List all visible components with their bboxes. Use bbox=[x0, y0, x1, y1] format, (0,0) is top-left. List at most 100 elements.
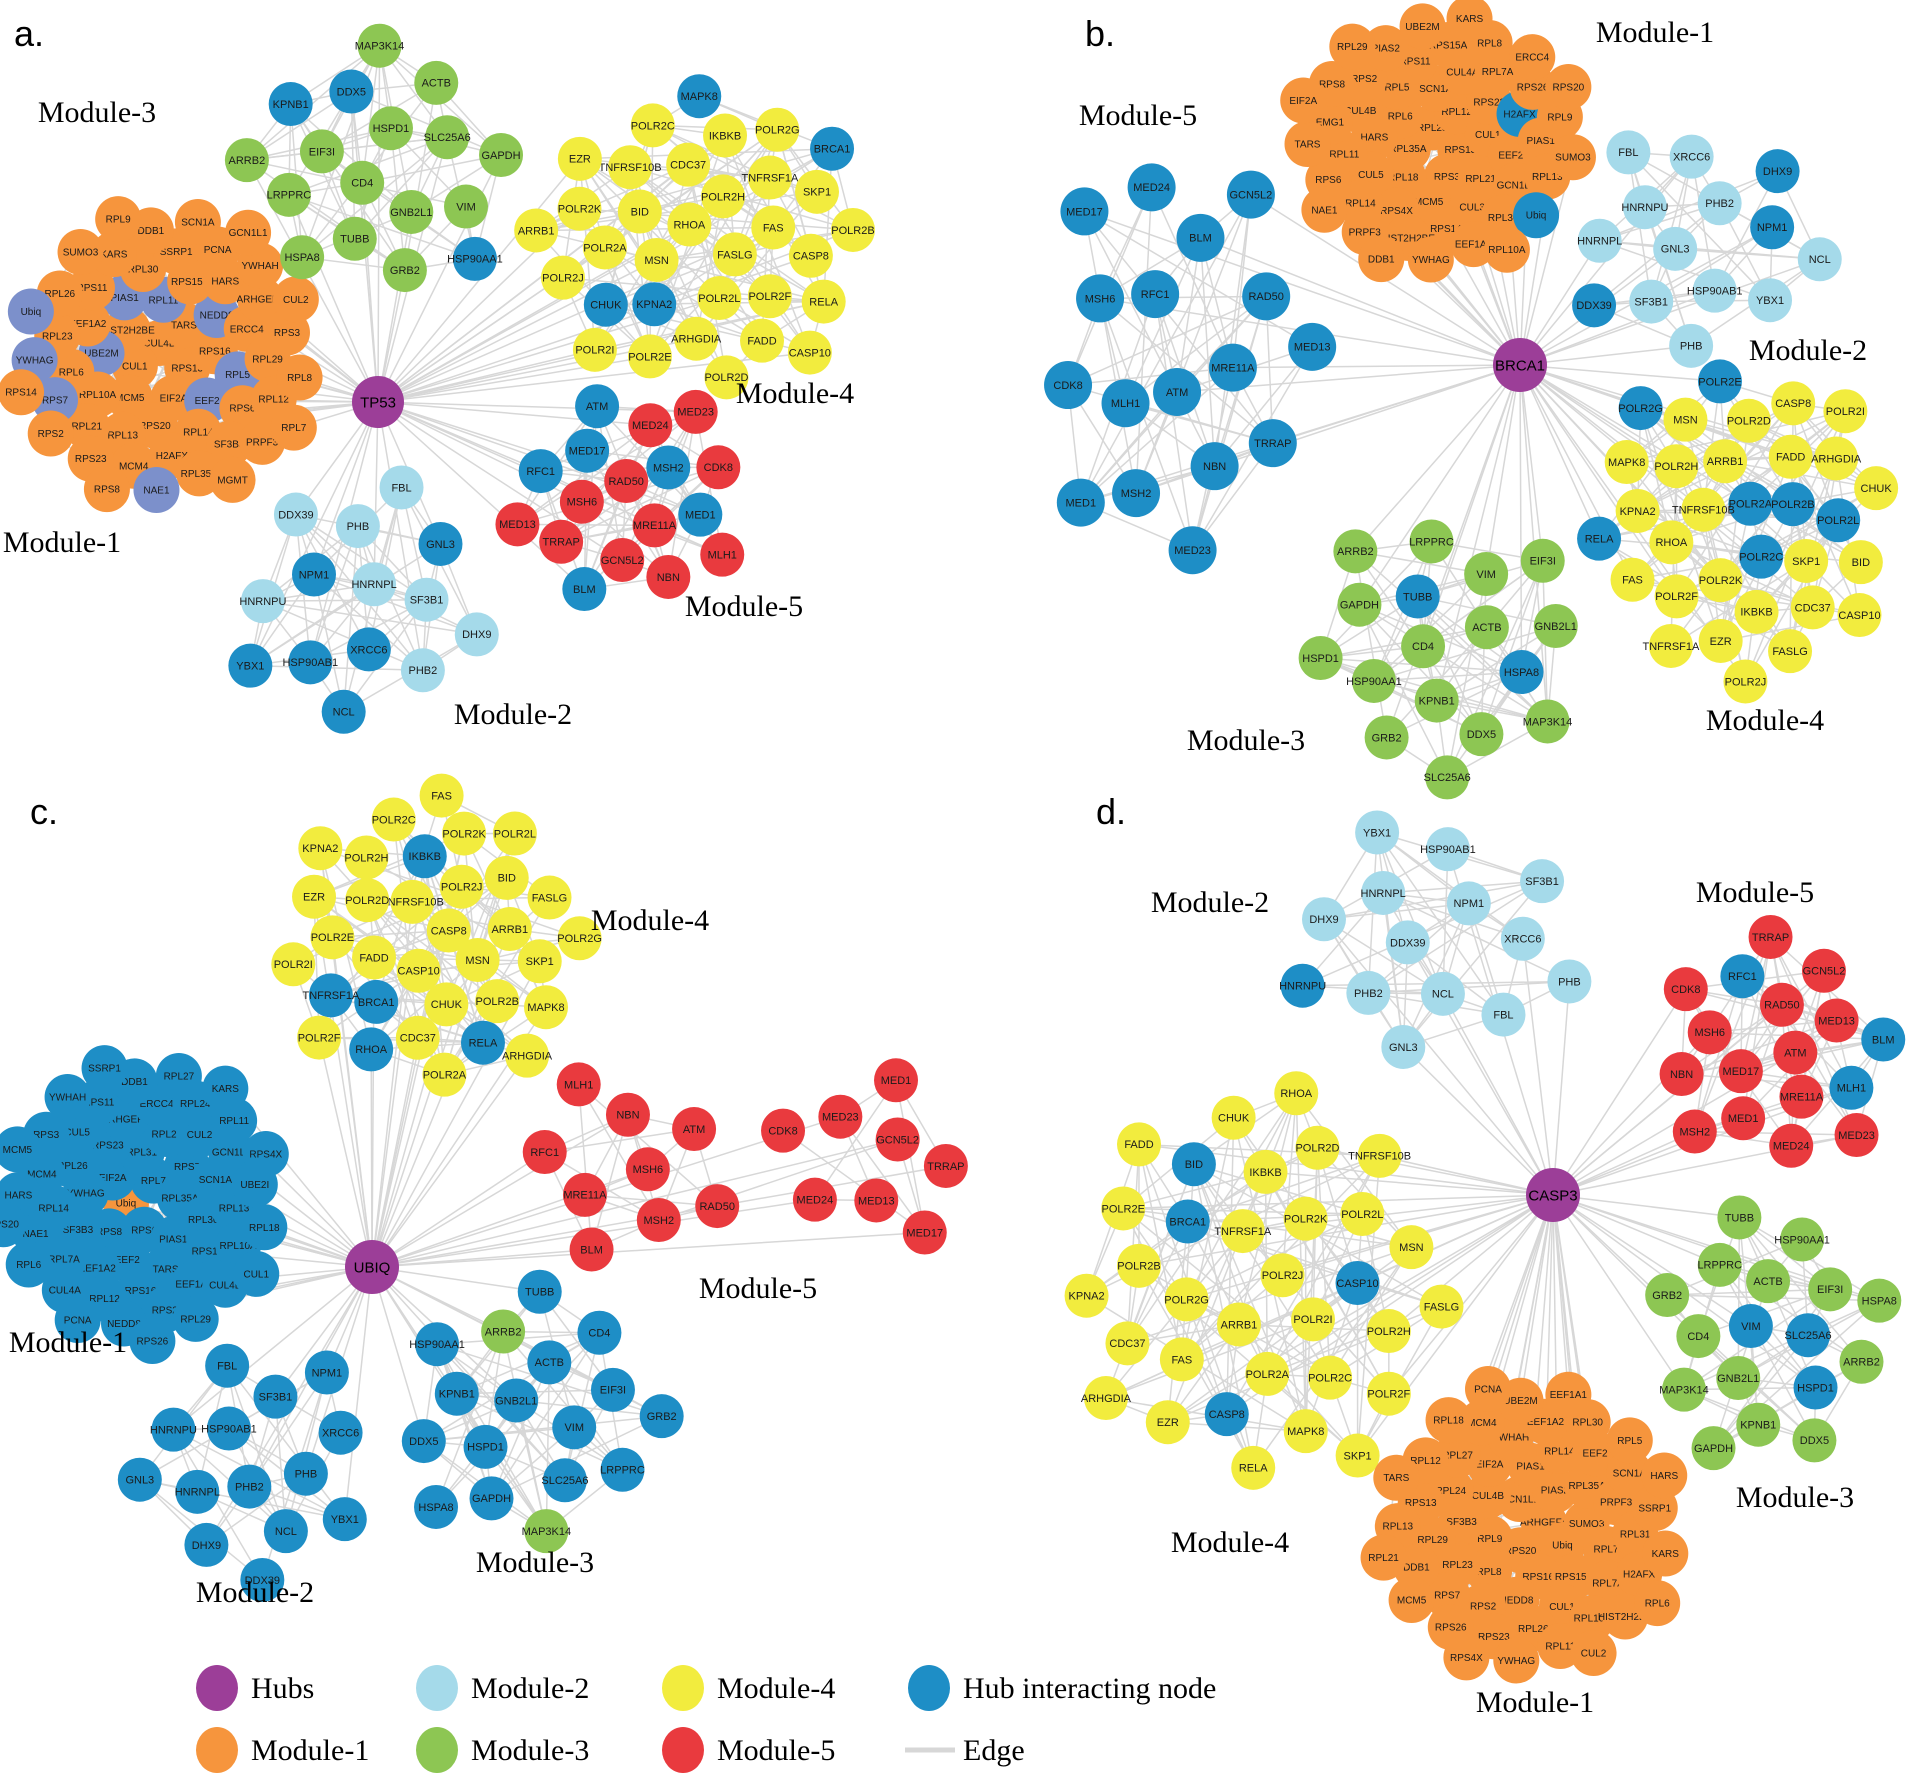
node-rpl10a bbox=[1569, 1595, 1616, 1642]
panel-letter-b: b. bbox=[1085, 13, 1115, 54]
node-cd4 bbox=[577, 1310, 622, 1355]
node-sf3b1 bbox=[253, 1374, 298, 1419]
legend-swatch-module-5 bbox=[662, 1727, 704, 1773]
node-rhoa bbox=[1274, 1071, 1319, 1116]
node-med13 bbox=[1814, 998, 1859, 1043]
node-mlh1 bbox=[556, 1062, 601, 1107]
node-gcn5l2 bbox=[1226, 170, 1275, 219]
node-phb bbox=[1669, 323, 1714, 368]
node-ybx1 bbox=[1748, 278, 1793, 323]
node-polr2d bbox=[1726, 398, 1771, 443]
node-mapk8 bbox=[1283, 1409, 1328, 1454]
node-actb bbox=[1464, 605, 1509, 650]
node-hnrnpl bbox=[352, 562, 397, 607]
node-nbn bbox=[605, 1092, 650, 1137]
node-tubb bbox=[332, 216, 377, 261]
node-brca1 bbox=[810, 126, 855, 171]
node-ube2m bbox=[1399, 3, 1446, 50]
node-arrb1 bbox=[514, 208, 559, 253]
node-ikbkb bbox=[402, 834, 447, 879]
node-slc25a6 bbox=[425, 115, 470, 160]
panel-a: CUL4BRPS13CUL1TARSEIF2AHIST2H2BERPS16MCM… bbox=[0, 13, 875, 734]
node-tnfrsf1a bbox=[747, 155, 792, 200]
node-actb bbox=[1746, 1259, 1791, 1304]
node-ncl bbox=[1797, 237, 1842, 282]
node-polr2j bbox=[1723, 659, 1768, 704]
node-fadd bbox=[352, 935, 397, 980]
node-eif3i bbox=[299, 129, 344, 174]
module-label-b-module-1: Module-1 bbox=[1596, 16, 1714, 49]
node-med13 bbox=[854, 1178, 899, 1223]
node-grb2 bbox=[639, 1394, 684, 1439]
node-arrb2 bbox=[1839, 1339, 1884, 1384]
node-lrpprc bbox=[1409, 519, 1454, 564]
node-rfc1 bbox=[522, 1130, 567, 1175]
node-med1 bbox=[678, 492, 723, 537]
node-polr2b bbox=[830, 207, 875, 252]
panel-letter-c: c. bbox=[30, 791, 58, 832]
node-hnrnpu bbox=[1280, 963, 1325, 1008]
node-tnfrsf1a bbox=[1220, 1209, 1265, 1254]
node-rela bbox=[801, 279, 846, 324]
legend-label: Module-1 bbox=[251, 1734, 369, 1767]
node-phb2 bbox=[1697, 181, 1742, 226]
node-lrpprc bbox=[600, 1447, 645, 1492]
node-ezr bbox=[557, 136, 602, 181]
node-gnb2l1 bbox=[1533, 604, 1578, 649]
node-casp8 bbox=[788, 233, 833, 278]
node-mre11a bbox=[632, 503, 677, 548]
node-vim bbox=[552, 1405, 597, 1450]
node-slc25a6 bbox=[1786, 1313, 1831, 1358]
node-polr2j bbox=[540, 255, 585, 300]
node-polr2c bbox=[630, 103, 675, 148]
node-eif3i bbox=[590, 1367, 635, 1412]
node-med23 bbox=[818, 1094, 863, 1139]
legend-label: Edge bbox=[963, 1734, 1025, 1767]
node-gnl3 bbox=[117, 1457, 162, 1502]
node-chuk bbox=[583, 282, 628, 327]
node-fadd bbox=[1116, 1122, 1161, 1167]
hub-label: TP53 bbox=[360, 394, 396, 411]
panel-d: DDX39NPM1NCLHNRNPLXRCC6PHB2HSP90AB1FBLDH… bbox=[1064, 791, 1906, 1719]
node-trrap bbox=[539, 519, 584, 564]
legend-swatch-hub-interacting-node bbox=[908, 1665, 950, 1711]
node-gapdh bbox=[479, 132, 524, 177]
node-faslg bbox=[712, 232, 757, 277]
node-rad50 bbox=[695, 1184, 740, 1229]
node-eif2a bbox=[1280, 77, 1327, 124]
node-npm1 bbox=[1446, 881, 1491, 926]
node-rad50 bbox=[1242, 272, 1291, 321]
node-dhx9 bbox=[184, 1522, 229, 1567]
node-ddx5 bbox=[329, 69, 374, 114]
node-rps8 bbox=[83, 466, 130, 513]
module-label-d-module-3: Module-3 bbox=[1736, 1481, 1854, 1514]
node-ncl bbox=[321, 689, 366, 734]
node-polr2k bbox=[557, 186, 602, 231]
node-fbl bbox=[205, 1343, 250, 1388]
node-blm bbox=[1861, 1017, 1906, 1062]
node-rps20 bbox=[1545, 64, 1592, 111]
panel-b-module-3: CD4ACTBKPNB1TUBBHSPA8HSP90AA1VIMDDX5GAPD… bbox=[1298, 519, 1578, 800]
node-rfc1 bbox=[1720, 954, 1765, 999]
node-phb2 bbox=[400, 648, 445, 693]
node-arhgdia bbox=[674, 316, 719, 361]
node-polr2f bbox=[1366, 1371, 1411, 1416]
node-sumo3 bbox=[57, 229, 104, 276]
panel-a-module-5: RAD50MRE11AMSH6MSH2GCN5L2MED17MED1TRRAPM… bbox=[495, 384, 745, 612]
node-polr2g bbox=[755, 107, 800, 152]
node-polr2l bbox=[697, 276, 742, 321]
node-mapk8 bbox=[524, 985, 569, 1030]
node-bid bbox=[1171, 1142, 1216, 1187]
node-casp8 bbox=[1204, 1392, 1249, 1437]
node-atm bbox=[1773, 1030, 1818, 1075]
node-polr2l bbox=[1816, 498, 1861, 543]
node-grb2 bbox=[382, 248, 427, 293]
node-med24 bbox=[1769, 1123, 1814, 1168]
module-label-d-module-1: Module-1 bbox=[1476, 1686, 1594, 1719]
node-cdc37 bbox=[395, 1015, 440, 1060]
node-med13 bbox=[495, 502, 540, 547]
node-kpnb1 bbox=[1736, 1402, 1781, 1447]
node-rps2 bbox=[27, 410, 74, 457]
node-sumo3 bbox=[1549, 134, 1596, 181]
